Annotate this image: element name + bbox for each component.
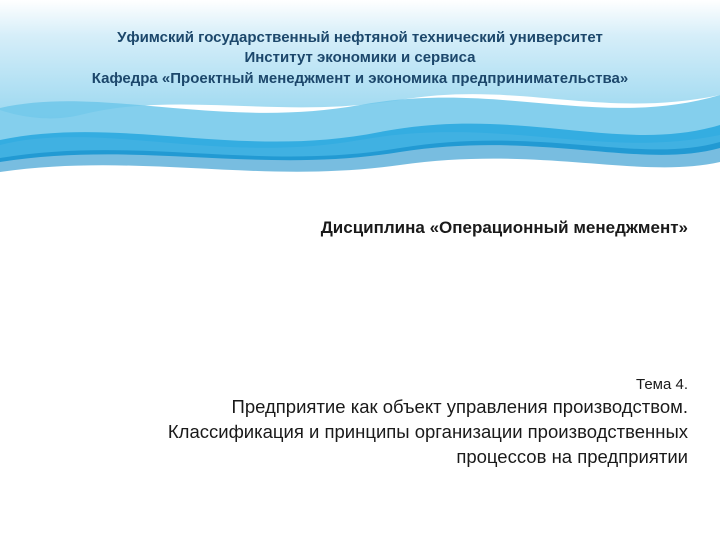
department-name: Кафедра «Проектный менеджмент и экономик… [60,69,660,89]
topic-line-3: процессов на предприятии [456,446,688,467]
university-name: Уфимский государственный нефтяной технич… [60,28,660,48]
topic-block: Тема 4. Предприятие как объект управлени… [50,376,688,470]
topic-line-2: Классификация и принципы организации про… [168,421,688,442]
discipline-title: Дисциплина «Операционный менеджмент» [0,218,688,238]
topic-line-1: Предприятие как объект управления произв… [232,396,688,417]
topic-title: Предприятие как объект управления произв… [50,395,688,470]
institute-name: Институт экономики и сервиса [60,48,660,68]
topic-number: Тема 4. [50,376,688,393]
header-block: Уфимский государственный нефтяной технич… [60,28,660,89]
